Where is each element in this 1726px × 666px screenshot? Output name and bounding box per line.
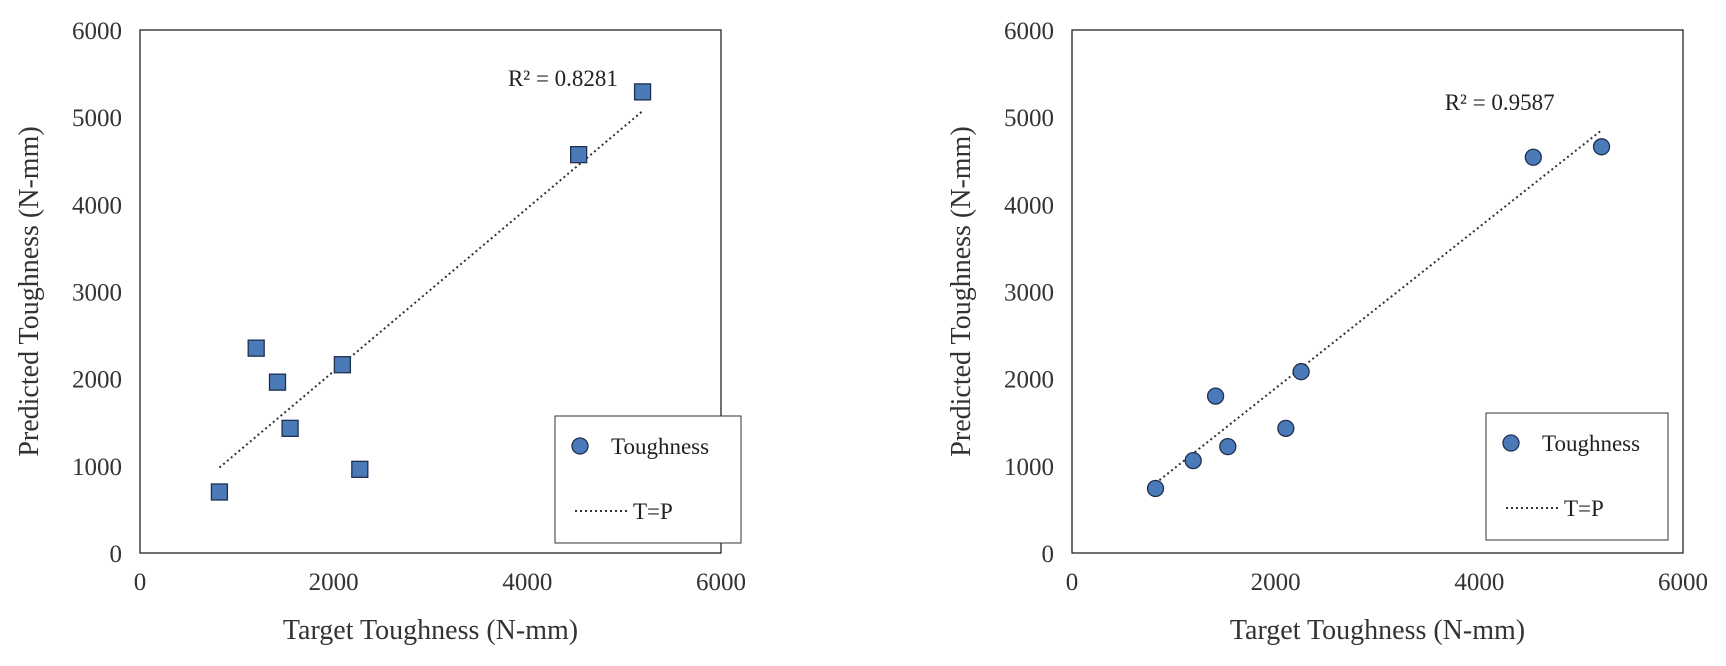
chart-0-y-tick-label: 0 bbox=[110, 541, 123, 568]
chart-1-legend-marker bbox=[1502, 434, 1520, 452]
chart-0-trendline bbox=[218, 110, 644, 469]
chart-0-x-axis-title: Target Toughness (N-mm) bbox=[283, 615, 578, 646]
chart-0-y-tick-label: 5000 bbox=[72, 105, 122, 132]
chart-1-x-tick-label: 2000 bbox=[1251, 569, 1301, 596]
chart-1-legend-label-toughness: Toughness bbox=[1542, 431, 1640, 456]
chart-1-r2-annotation: R² = 0.9587 bbox=[1445, 90, 1555, 115]
chart-0-y-tick-label: 4000 bbox=[72, 192, 122, 219]
right-scatter-panel: 0 1000 2000 3000 4000 5000 6000 0 2000 4000 6000 Ta… bbox=[946, 18, 1708, 646]
chart-1-point-2 bbox=[1206, 387, 1225, 405]
chart-1-point-4 bbox=[1277, 419, 1295, 438]
chart-0-y-tick-label: 6000 bbox=[72, 18, 122, 45]
chart-0-legend-marker bbox=[571, 437, 589, 455]
chart-1-x-tick-label: 6000 bbox=[1658, 569, 1708, 596]
chart-1-point-5 bbox=[1292, 363, 1310, 381]
chart-0-plot-frame bbox=[139, 29, 722, 554]
chart-1-x-tick-label: 4000 bbox=[1454, 569, 1504, 596]
chart-0-point-2 bbox=[268, 373, 287, 391]
chart-1-x-axis-title: Target Toughness (N-mm) bbox=[1230, 615, 1525, 646]
chart-1-y-axis-title: Predicted Toughness (N-mm) bbox=[946, 126, 977, 456]
chart-1-y-tick-label: 0 bbox=[1042, 541, 1055, 568]
chart-0-x-tick-label: 6000 bbox=[696, 569, 746, 596]
chart-0-legend-label-toughness: Toughness bbox=[611, 434, 709, 459]
chart-0-y-axis-title: Predicted Toughness (N-mm) bbox=[14, 126, 45, 456]
left-scatter-panel: 0 1000 2000 3000 4000 5000 6000 0 2000 4000 6000 Ta… bbox=[14, 18, 746, 646]
chart-1-point-7 bbox=[1592, 138, 1611, 156]
chart-0-r2-annotation: R² = 0.8281 bbox=[508, 66, 618, 91]
chart-0-y-tick-label: 3000 bbox=[72, 280, 122, 307]
chart-0-point-1 bbox=[247, 339, 265, 357]
chart-1-plot-frame bbox=[1071, 29, 1684, 554]
chart-0-legend-box bbox=[554, 415, 742, 544]
chart-1-x-tick-label: 0 bbox=[1066, 569, 1079, 596]
chart-1-y-tick-label: 6000 bbox=[1004, 18, 1054, 45]
chart-0-point-0 bbox=[210, 483, 229, 501]
chart-1-legend: Toughness T=P bbox=[1485, 412, 1669, 541]
chart-1-y-tick-label: 3000 bbox=[1004, 280, 1054, 307]
chart-1-y-tick-label: 4000 bbox=[1004, 192, 1054, 219]
chart-0-x-tick-label: 2000 bbox=[309, 569, 359, 596]
chart-1-legend-box bbox=[1485, 412, 1669, 541]
chart-0-x-tick-label: 4000 bbox=[502, 569, 552, 596]
chart-0-point-3 bbox=[281, 419, 299, 438]
chart-1-point-6 bbox=[1524, 148, 1542, 166]
chart-0-point-7 bbox=[633, 83, 652, 101]
chart-0-y-tick-label: 1000 bbox=[72, 454, 122, 481]
chart-0-x-tick-label: 0 bbox=[134, 569, 147, 596]
chart-0-point-6 bbox=[570, 145, 588, 164]
chart-1-legend-label-tp: T=P bbox=[1564, 496, 1604, 521]
chart-0-legend-label-tp: T=P bbox=[633, 499, 673, 524]
chart-1-y-tick-label: 1000 bbox=[1004, 454, 1054, 481]
chart-1-y-tick-label: 5000 bbox=[1004, 105, 1054, 132]
chart-1-y-tick-label: 2000 bbox=[1004, 367, 1054, 394]
chart-1-point-0 bbox=[1146, 479, 1165, 498]
chart-1-point-1 bbox=[1184, 451, 1202, 470]
chart-0-legend: Toughness T=P bbox=[554, 415, 742, 544]
chart-0-y-tick-label: 2000 bbox=[72, 367, 122, 394]
chart-0-point-5 bbox=[351, 460, 369, 478]
chart-0-point-4 bbox=[333, 356, 352, 374]
chart-1-point-3 bbox=[1219, 438, 1237, 456]
